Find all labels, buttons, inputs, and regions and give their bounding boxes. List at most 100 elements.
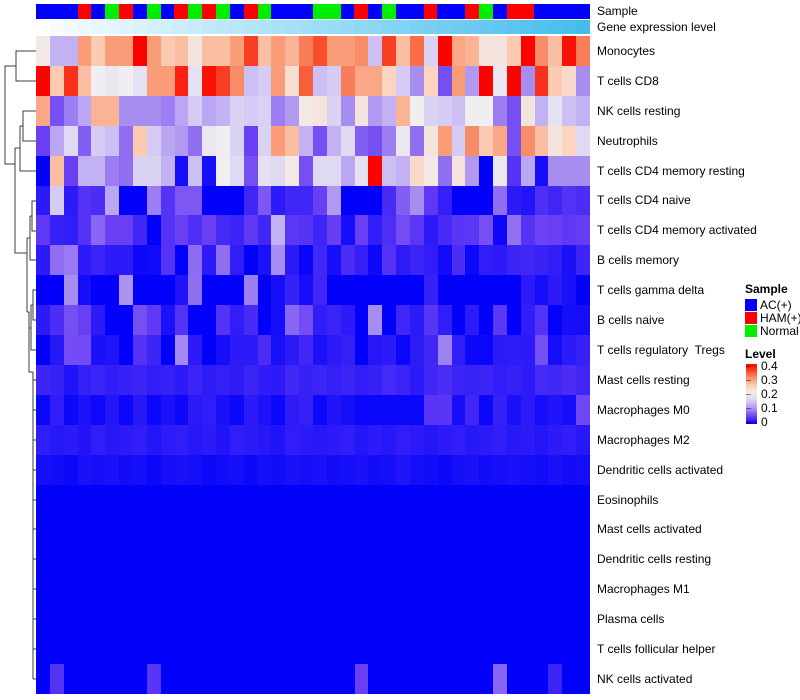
- heatmap-cell: [465, 155, 480, 186]
- heatmap-cell: [313, 215, 327, 246]
- heatmap-cell: [548, 394, 563, 425]
- heatmap-cell: [63, 544, 78, 575]
- heatmap-cell: [520, 424, 535, 455]
- heatmap-cell: [396, 215, 410, 246]
- heatmap-cell: [326, 514, 341, 545]
- heatmap-cell: [36, 484, 50, 515]
- heatmap-cell: [202, 36, 217, 66]
- heatmap-cell: [465, 514, 480, 545]
- heatmap-cell: [91, 275, 106, 306]
- heatmap-cell: [132, 664, 147, 694]
- heatmap-cell: [243, 215, 258, 246]
- heatmap-cell: [119, 514, 133, 545]
- heatmap-cell: [174, 335, 189, 365]
- heatmap-cell: [340, 275, 355, 306]
- heatmap-cell: [174, 275, 189, 306]
- heatmap-cell: [368, 574, 383, 605]
- heatmap-cell: [562, 65, 577, 96]
- heatmap-cell: [313, 335, 327, 365]
- heatmap-cell: [520, 95, 535, 126]
- heatmap-cell: [285, 335, 300, 365]
- expression-annotation-cell: [243, 20, 258, 34]
- heatmap-cell: [77, 394, 92, 425]
- row-label: T cells CD4 naive: [597, 193, 691, 208]
- sample-annotation-cell: [119, 4, 133, 19]
- heatmap-cell: [119, 125, 133, 156]
- heatmap-cell: [146, 424, 161, 455]
- heatmap-cell: [396, 36, 410, 66]
- heatmap-cell: [576, 484, 590, 515]
- heatmap-cell: [423, 634, 438, 665]
- heatmap-cell: [243, 335, 258, 365]
- heatmap-cell: [354, 245, 369, 276]
- heatmap-cell: [285, 394, 300, 425]
- heatmap-cell: [465, 125, 480, 156]
- heatmap-cell: [340, 454, 355, 485]
- sample-legend-item: AC(+): [745, 298, 800, 312]
- sample-annotation-cell: [451, 4, 466, 19]
- heatmap-cell: [160, 95, 175, 126]
- heatmap-cell: [423, 215, 438, 246]
- heatmap-cell: [465, 36, 480, 66]
- heatmap-cell: [479, 245, 494, 276]
- heatmap-cell: [548, 424, 563, 455]
- heatmap-cell: [202, 245, 217, 276]
- heatmap-cell: [202, 424, 217, 455]
- heatmap-cell: [479, 604, 494, 635]
- heatmap-cell: [423, 125, 438, 156]
- row-dendrogram: [4, 50, 36, 680]
- heatmap-cell: [271, 95, 286, 126]
- heatmap-cell: [506, 394, 521, 425]
- heatmap-cell: [409, 484, 424, 515]
- heatmap-cell: [409, 424, 424, 455]
- heatmap-cell: [119, 36, 133, 66]
- heatmap-cell: [479, 394, 494, 425]
- heatmap-cell: [313, 185, 327, 216]
- expression-annotation-cell: [188, 20, 203, 34]
- heatmap-cell: [91, 454, 106, 485]
- heatmap-cell: [77, 335, 92, 365]
- heatmap-cell: [368, 125, 383, 156]
- expression-annotation-cell: [132, 20, 147, 34]
- heatmap-cell: [451, 424, 466, 455]
- sample-annotation-cell: [326, 4, 341, 19]
- sample-annotation-cell: [202, 4, 216, 19]
- heatmap-cell: [160, 155, 175, 186]
- row-label: Macrophages M1: [597, 582, 690, 597]
- heatmap-cell: [576, 155, 590, 186]
- heatmap-cell: [423, 275, 438, 306]
- heatmap-cell: [36, 514, 50, 545]
- heatmap-cell: [257, 574, 272, 605]
- heatmap-cell: [91, 65, 106, 96]
- heatmap-cell: [576, 305, 590, 336]
- heatmap-cell: [299, 574, 313, 605]
- heatmap-cell: [396, 454, 410, 485]
- heatmap-cell: [63, 155, 78, 186]
- heatmap-cell: [382, 634, 397, 665]
- heatmap-cell: [257, 215, 272, 246]
- heatmap-cell: [174, 364, 189, 395]
- heatmap-cell: [451, 454, 466, 485]
- heatmap-cell: [105, 245, 120, 276]
- heatmap-cell: [382, 305, 397, 336]
- heatmap-cell: [382, 514, 397, 545]
- heatmap-cell: [465, 634, 480, 665]
- sample-annotation-cell: [465, 4, 479, 19]
- heatmap-cell: [382, 394, 397, 425]
- heatmap-cell: [423, 155, 438, 186]
- heatmap-cell: [202, 604, 217, 635]
- heatmap-cell: [132, 125, 147, 156]
- heatmap-cell: [257, 65, 272, 96]
- heatmap-cell: [548, 95, 563, 126]
- heatmap-cell: [285, 364, 300, 395]
- heatmap-cell: [229, 364, 244, 395]
- heatmap-cell: [271, 215, 286, 246]
- row-label: Dendritic cells resting: [597, 552, 712, 567]
- heatmap-cell: [77, 364, 92, 395]
- heatmap-cell: [479, 514, 494, 545]
- heatmap-cell: [105, 275, 120, 306]
- heatmap-cell: [382, 155, 397, 186]
- heatmap-cell: [465, 604, 480, 635]
- sample-annotation-cell: [479, 4, 493, 19]
- heatmap-cell: [382, 245, 397, 276]
